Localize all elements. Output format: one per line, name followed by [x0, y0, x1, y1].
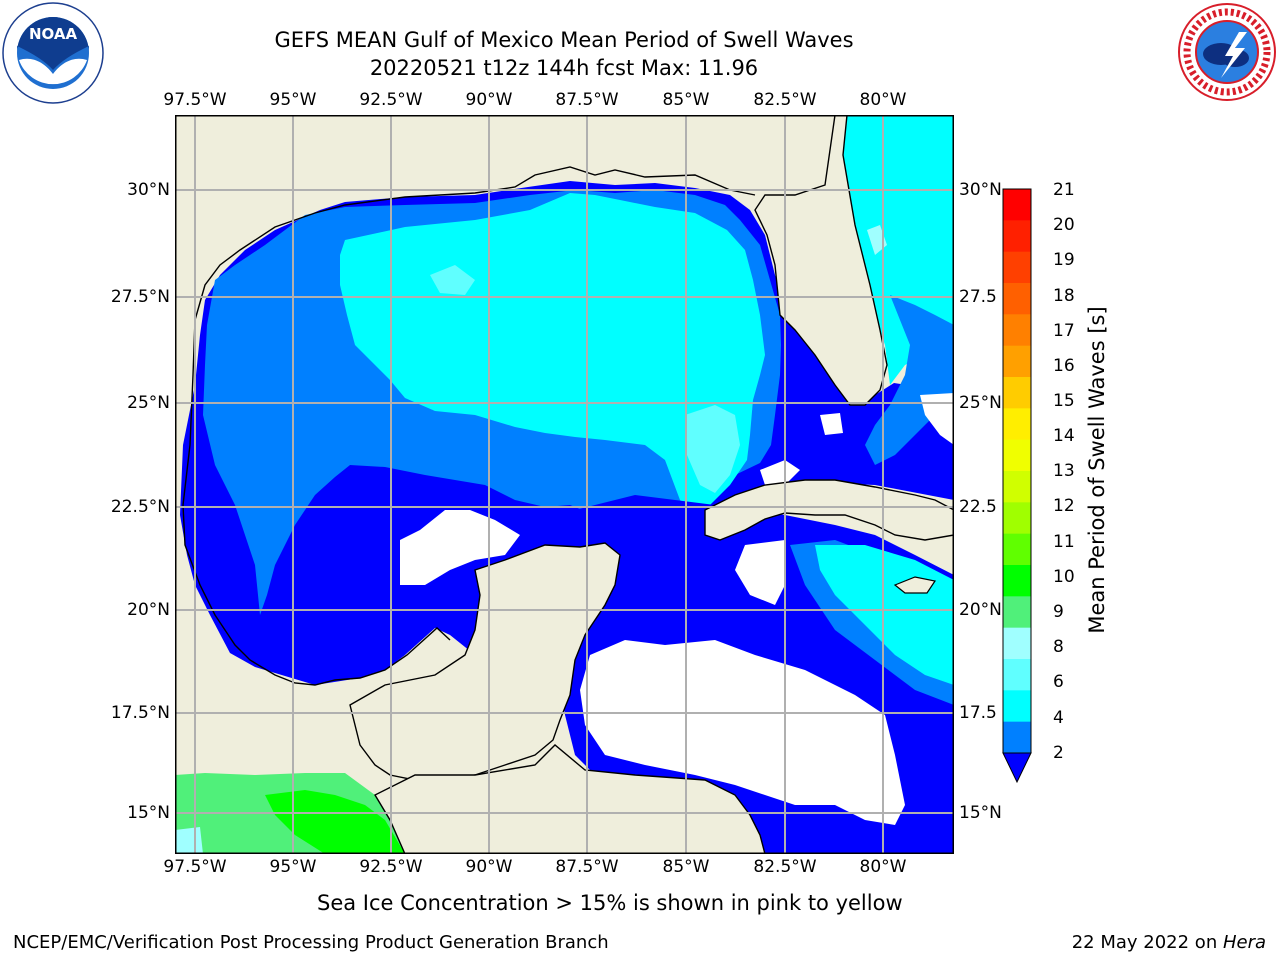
footer-date-text: 22 May 2022 on [1071, 932, 1223, 953]
colorbar-tick: 14 [1053, 426, 1075, 446]
nws-logo [1177, 2, 1278, 107]
colorbar-segment [1003, 565, 1031, 597]
yucatan-land [349, 542, 621, 781]
lon-tick-top: 97.5°W [163, 90, 227, 110]
lat-tick-right: 20°N [959, 600, 1002, 620]
lon-tick-top: 80°W [859, 90, 907, 110]
lat-tick-right: 25°N [959, 393, 1002, 413]
lat-tick-left: 27.5°N [110, 287, 170, 307]
colorbar-tick: 20 [1053, 215, 1075, 235]
lat-tick-left: 17.5°N [110, 703, 170, 723]
lat-tick-left: 20°N [127, 600, 170, 620]
colorbar-label: Mean Period of Swell Waves [s] [1085, 306, 1109, 634]
colorbar-tick: 2 [1053, 743, 1064, 763]
colorbar-tick: 12 [1053, 496, 1075, 516]
lon-tick-bottom: 95°W [269, 857, 317, 877]
lat-tick-right: 17.5 [959, 703, 997, 723]
colorbar-segment [1003, 471, 1031, 503]
colorbar-segment [1003, 502, 1031, 535]
lat-tick-left: 30°N [127, 180, 170, 200]
colorbar-tick: 13 [1053, 461, 1075, 481]
colorbar-segment [1003, 189, 1031, 221]
colorbar-tick: 16 [1053, 356, 1075, 376]
colorbar-segment [1003, 314, 1031, 347]
lat-tick-right: 27.5 [959, 287, 997, 307]
lat-tick-right: 15°N [959, 803, 1002, 823]
colorbar-segment [1003, 659, 1031, 691]
colorbar-tick: 10 [1053, 567, 1075, 587]
cuba-north-missing [760, 460, 800, 485]
colorbar-segment [1003, 251, 1031, 284]
colorbar-segment [1003, 283, 1031, 315]
colorbar-segment [1003, 596, 1031, 629]
keys-missing [820, 413, 843, 435]
graticule [175, 115, 954, 854]
colorbar-segment [1003, 377, 1031, 409]
west-coastline [182, 319, 451, 686]
colorbar-segment [1003, 220, 1031, 253]
atlantic-swell-2-4 [865, 295, 954, 465]
colorbar-segment [1003, 439, 1031, 472]
lat-tick-left: 22.5°N [110, 497, 170, 517]
colorbar-segment [1003, 627, 1031, 660]
footer-credit: NCEP/EMC/Verification Post Processing Pr… [13, 932, 609, 953]
colorbar-tick: 18 [1053, 286, 1075, 306]
chart-title: GEFS MEAN Gulf of Mexico Mean Period of … [274, 28, 854, 52]
noaa-logo: NOAA [2, 2, 104, 108]
lon-tick-top: 85°W [662, 90, 710, 110]
colorbar-tick: 19 [1053, 250, 1075, 270]
lat-tick-left: 25°N [127, 393, 170, 413]
jamaica-land [893, 576, 936, 594]
caribbean-missing-west [735, 540, 785, 605]
lon-tick-bottom: 97.5°W [163, 857, 227, 877]
lon-tick-top: 92.5°W [359, 90, 423, 110]
footer-date: 22 May 2022 on Hera [1072, 932, 1266, 953]
colorbar-segment [1003, 408, 1031, 441]
colorbar [1002, 188, 1036, 788]
lon-tick-bottom: 90°W [465, 857, 513, 877]
colorbar-segment [1003, 533, 1031, 566]
lon-tick-bottom: 82.5°W [753, 857, 817, 877]
colorbar-segment [1003, 690, 1031, 723]
colorbar-tick: 15 [1053, 391, 1075, 411]
lat-tick-left: 15°N [127, 803, 170, 823]
lon-tick-top: 82.5°W [753, 90, 817, 110]
lat-tick-right: 30°N [959, 180, 1002, 200]
colorbar-segment [1003, 345, 1031, 378]
bahamas-missing [920, 393, 954, 445]
gulf-swell-6-8 [685, 405, 740, 493]
colorbar-tick: 9 [1053, 602, 1064, 622]
central-america-land [374, 744, 766, 854]
footer-host: Hera [1222, 932, 1266, 953]
colorbar-tick: 8 [1053, 637, 1064, 657]
lon-tick-top: 95°W [269, 90, 317, 110]
lon-tick-bottom: 92.5°W [359, 857, 423, 877]
pacific-swell-10-11 [265, 790, 405, 854]
pacific-swell-8-9 [175, 827, 203, 854]
colorbar-tick: 11 [1053, 532, 1075, 552]
cuba-land [704, 479, 954, 541]
gulf-swell-6-8-patch [430, 265, 475, 295]
colorbar-tick: 17 [1053, 321, 1075, 341]
colorbar-tick: 4 [1053, 708, 1064, 728]
lon-tick-bottom: 87.5°W [555, 857, 619, 877]
caribbean-missing-data [580, 640, 905, 825]
colorbar-extend-arrow [1002, 752, 1032, 784]
florida-land [754, 115, 888, 406]
lat-tick-right: 22.5 [959, 497, 997, 517]
chart-subtitle: 20220521 t12z 144h fcst Max: 11.96 [369, 56, 759, 80]
lon-tick-top: 90°W [465, 90, 513, 110]
lon-tick-top: 87.5°W [555, 90, 619, 110]
sea-ice-note: Sea Ice Concentration > 15% is shown in … [317, 891, 903, 915]
map-frame [175, 115, 954, 854]
colorbar-frame [1002, 188, 1032, 754]
lon-tick-bottom: 85°W [662, 857, 710, 877]
colorbar-tick: 6 [1053, 672, 1064, 692]
map-panel [175, 115, 954, 858]
svg-text:NOAA: NOAA [29, 25, 78, 43]
colorbar-segment [1003, 721, 1031, 754]
lon-tick-bottom: 80°W [859, 857, 907, 877]
colorbar-tick: 21 [1053, 180, 1075, 200]
